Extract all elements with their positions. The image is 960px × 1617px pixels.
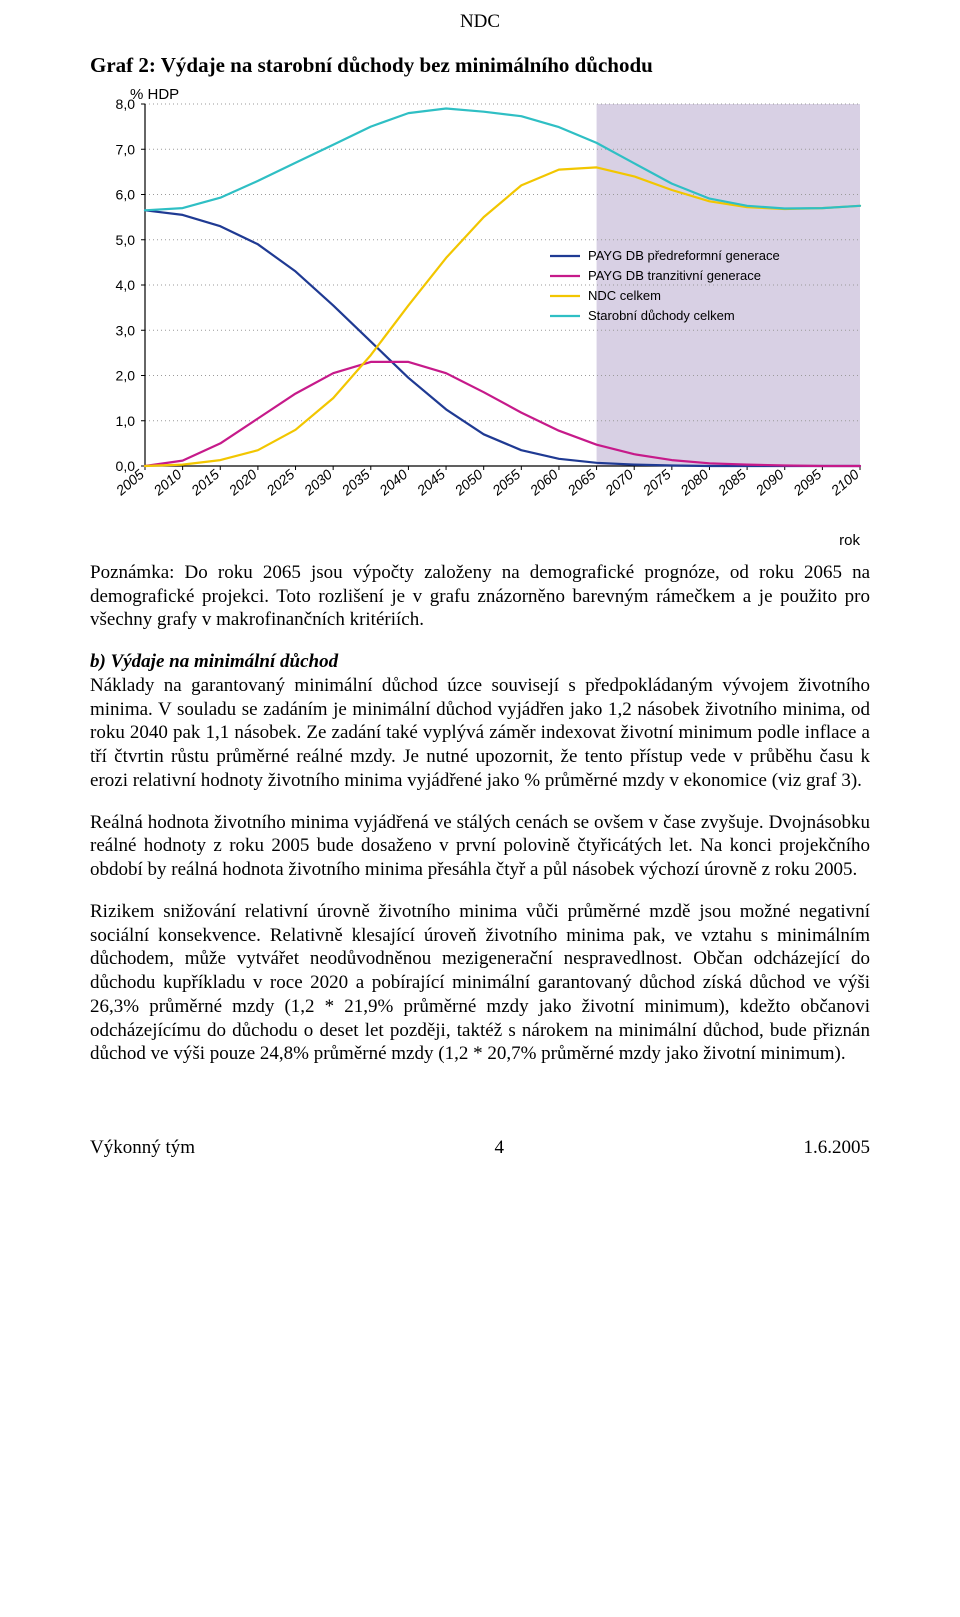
x-tick-label-group: 2080 xyxy=(676,466,711,499)
legend-label: NDC celkem xyxy=(588,288,661,303)
x-tick-label-group: 2035 xyxy=(338,466,373,499)
legend-label: PAYG DB předreformní generace xyxy=(588,248,780,263)
legend-label: PAYG DB tranzitivní generace xyxy=(588,268,761,283)
x-tick-label: 2040 xyxy=(375,466,410,499)
section-b: b) Výdaje na minimální důchod Náklady na… xyxy=(90,650,870,793)
section-b-head: b) Výdaje na minimální důchod xyxy=(90,651,338,672)
x-tick-label-group: 2025 xyxy=(263,466,298,499)
x-tick-label-group: 2065 xyxy=(564,466,599,499)
x-tick-label-group: 2085 xyxy=(714,466,749,499)
x-tick-label: 2085 xyxy=(714,466,749,499)
x-tick-label: 2035 xyxy=(338,466,373,499)
footer-left: Výkonný tým xyxy=(90,1136,195,1160)
line-chart: 0,01,02,03,04,05,06,07,08,02005201020152… xyxy=(90,86,870,526)
x-tick-label-group: 2030 xyxy=(300,466,335,499)
x-tick-label: 2010 xyxy=(150,466,185,499)
x-tick-label-group: 2070 xyxy=(601,466,636,499)
x-tick-label: 2065 xyxy=(564,466,599,499)
y-tick-label: 5,0 xyxy=(116,232,136,248)
x-tick-label-group: 2010 xyxy=(150,466,185,499)
x-tick-label-group: 2100 xyxy=(827,466,862,499)
chart-title: Graf 2: Výdaje na starobní důchody bez m… xyxy=(90,52,870,78)
y-tick-label: 6,0 xyxy=(116,187,136,203)
footer-center: 4 xyxy=(495,1136,505,1160)
paragraph-3: Rizikem snižování relativní úrovně život… xyxy=(90,900,870,1066)
x-tick-label: 2020 xyxy=(225,466,260,499)
y-tick-label: 1,0 xyxy=(116,413,136,429)
x-tick-label-group: 2020 xyxy=(225,466,260,499)
x-tick-label: 2060 xyxy=(526,466,561,499)
paragraph-1: Náklady na garantovaný minimální důchod … xyxy=(90,675,870,791)
x-tick-label-group: 2060 xyxy=(526,466,561,499)
x-tick-label-group: 2090 xyxy=(752,466,787,499)
x-tick-label: 2100 xyxy=(827,466,862,499)
y-tick-label: 2,0 xyxy=(116,368,136,384)
x-axis-label: rok xyxy=(90,532,870,551)
projection-shade xyxy=(597,104,860,466)
x-tick-label-group: 2055 xyxy=(488,466,523,499)
chart-note: Poznámka: Do roku 2065 jsou výpočty zalo… xyxy=(90,561,870,632)
x-tick-label: 2055 xyxy=(488,466,523,499)
x-tick-label-group: 2015 xyxy=(187,466,222,499)
x-tick-label: 2080 xyxy=(676,466,711,499)
x-tick-label: 2075 xyxy=(639,466,674,499)
legend-label: Starobní důchody celkem xyxy=(588,308,735,323)
page-header: NDC xyxy=(90,10,870,34)
page-footer: Výkonný tým 4 1.6.2005 xyxy=(90,1136,870,1160)
x-tick-label: 2090 xyxy=(752,466,787,499)
x-tick-label-group: 2050 xyxy=(451,466,486,499)
x-tick-label-group: 2095 xyxy=(789,466,824,499)
x-tick-label: 2070 xyxy=(601,466,636,499)
y-tick-label: 3,0 xyxy=(116,322,136,338)
x-tick-label: 2030 xyxy=(300,466,335,499)
x-tick-label: 2045 xyxy=(413,466,448,499)
y-tick-label: 4,0 xyxy=(116,277,136,293)
y-tick-label: 7,0 xyxy=(116,141,136,157)
footer-right: 1.6.2005 xyxy=(804,1136,871,1160)
x-tick-label: 2050 xyxy=(451,466,486,499)
x-tick-label-group: 2040 xyxy=(375,466,410,499)
x-tick-label-group: 2045 xyxy=(413,466,448,499)
x-tick-label-group: 2075 xyxy=(639,466,674,499)
chart-container: % HDP 0,01,02,03,04,05,06,07,08,02005201… xyxy=(90,86,870,551)
y-axis-unit: % HDP xyxy=(130,86,179,105)
x-tick-label: 2015 xyxy=(187,466,222,499)
paragraph-2: Reálná hodnota životního minima vyjádřen… xyxy=(90,811,870,882)
x-tick-label: 2095 xyxy=(789,466,824,499)
x-tick-label: 2025 xyxy=(263,466,298,499)
